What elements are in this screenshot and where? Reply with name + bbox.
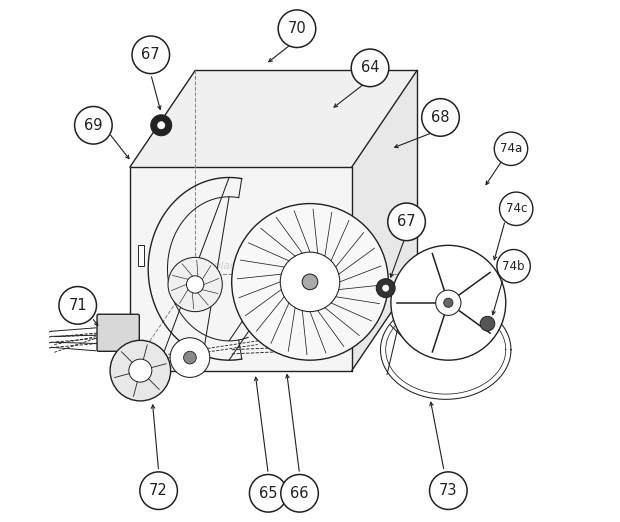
Circle shape xyxy=(74,106,112,144)
Bar xyxy=(138,245,144,266)
Text: 68: 68 xyxy=(432,110,450,125)
Circle shape xyxy=(376,279,395,298)
Circle shape xyxy=(110,340,171,401)
Circle shape xyxy=(497,250,530,283)
Text: 70: 70 xyxy=(288,21,306,36)
Circle shape xyxy=(281,474,318,512)
Circle shape xyxy=(151,115,172,136)
Text: 67: 67 xyxy=(141,48,160,62)
Text: eReplacementParts.com: eReplacementParts.com xyxy=(194,261,321,271)
Circle shape xyxy=(249,474,287,512)
FancyBboxPatch shape xyxy=(97,314,140,351)
Text: 74a: 74a xyxy=(500,143,522,155)
Circle shape xyxy=(430,472,467,509)
Text: 66: 66 xyxy=(290,486,309,501)
Circle shape xyxy=(280,252,340,312)
Circle shape xyxy=(59,287,97,324)
Circle shape xyxy=(184,351,197,364)
Circle shape xyxy=(480,316,495,331)
Polygon shape xyxy=(130,167,352,371)
Text: 64: 64 xyxy=(361,61,379,75)
Circle shape xyxy=(444,298,453,307)
Circle shape xyxy=(140,472,177,509)
Circle shape xyxy=(500,192,533,226)
Text: 74b: 74b xyxy=(502,260,525,272)
Circle shape xyxy=(170,338,210,377)
Circle shape xyxy=(132,36,170,74)
Circle shape xyxy=(129,359,152,382)
Circle shape xyxy=(436,290,461,315)
Circle shape xyxy=(278,10,316,48)
Circle shape xyxy=(422,99,459,136)
Text: 69: 69 xyxy=(84,118,103,133)
Text: 67: 67 xyxy=(397,215,416,229)
Text: 71: 71 xyxy=(68,298,87,313)
Polygon shape xyxy=(130,70,417,167)
Circle shape xyxy=(494,132,528,165)
Circle shape xyxy=(352,49,389,87)
Polygon shape xyxy=(352,70,417,371)
Text: 72: 72 xyxy=(149,483,168,498)
Circle shape xyxy=(187,276,204,293)
Circle shape xyxy=(302,274,318,290)
Circle shape xyxy=(383,285,389,291)
Circle shape xyxy=(157,122,165,129)
Text: 65: 65 xyxy=(259,486,278,501)
Circle shape xyxy=(168,257,223,312)
Circle shape xyxy=(391,245,506,360)
Text: 74c: 74c xyxy=(505,203,527,215)
Text: 73: 73 xyxy=(439,483,458,498)
Circle shape xyxy=(388,203,425,241)
Ellipse shape xyxy=(232,204,388,360)
